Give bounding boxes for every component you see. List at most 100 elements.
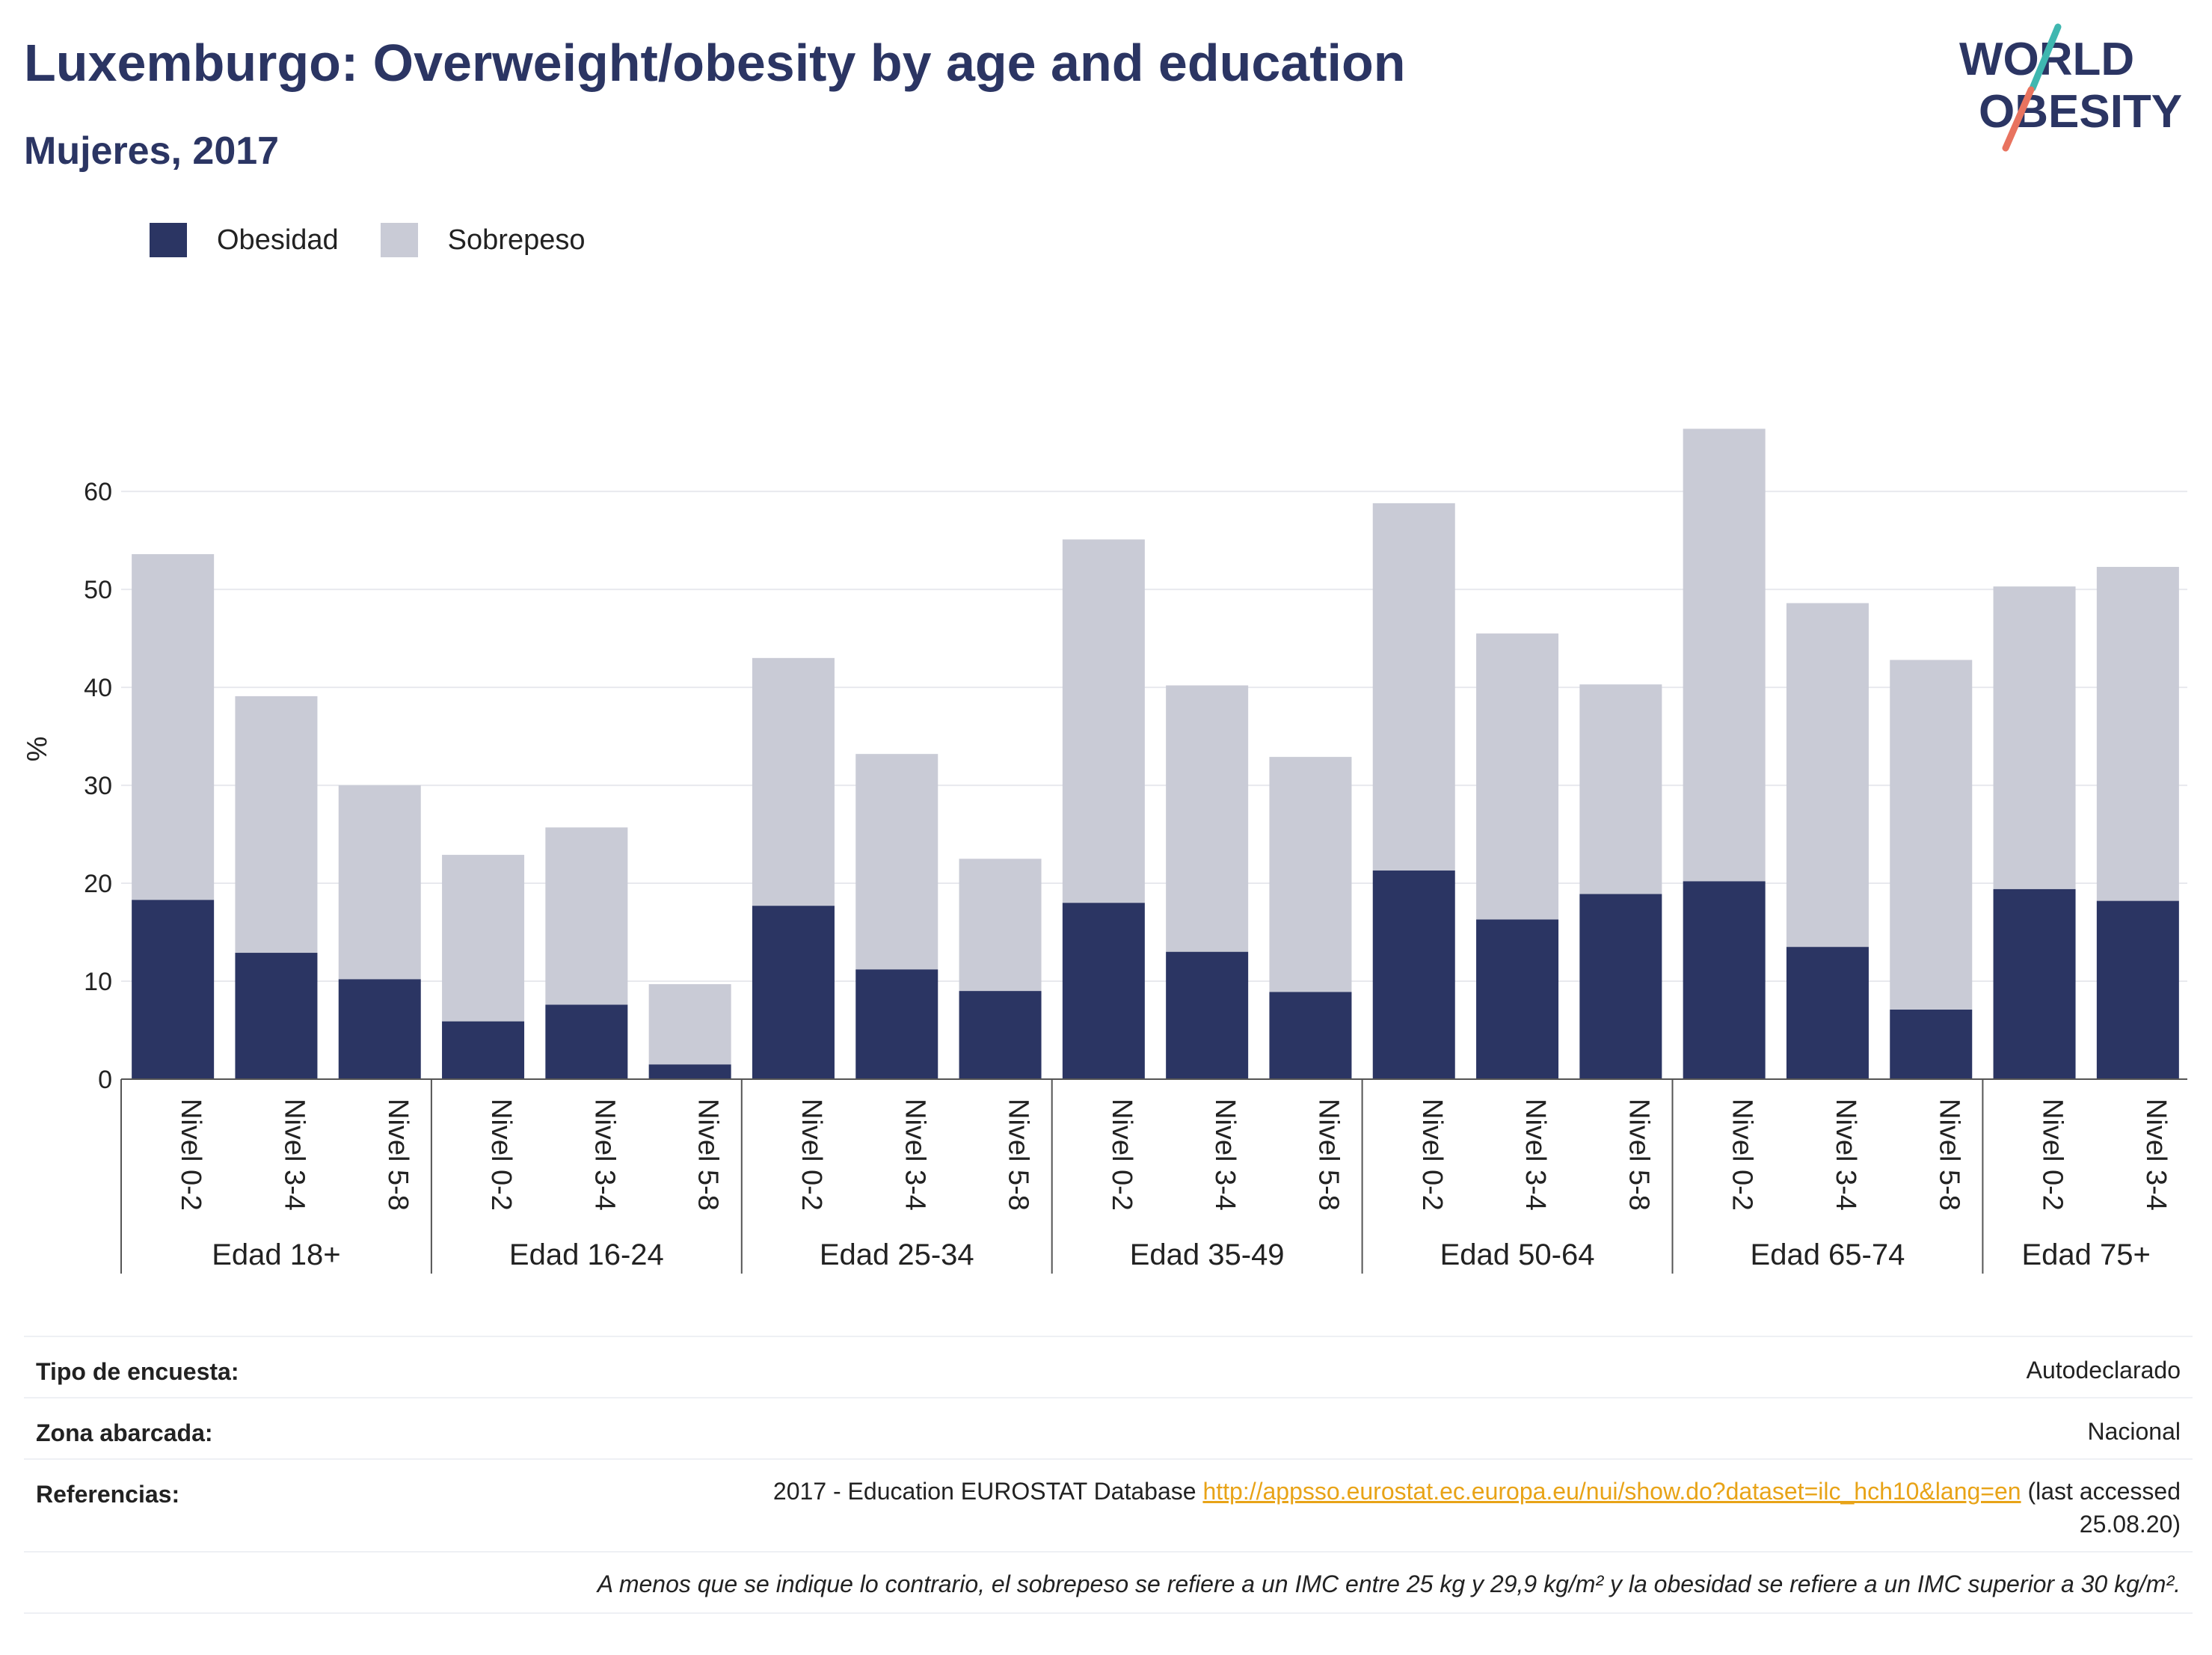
x-tick-label: Nivel 0-2 bbox=[485, 1099, 517, 1211]
bar-obesity bbox=[2096, 900, 2179, 1079]
x-tick-label: Nivel 3-4 bbox=[1209, 1099, 1241, 1211]
group-label: Edad 35-49 bbox=[1130, 1238, 1285, 1271]
group-label: Edad 18+ bbox=[212, 1238, 340, 1271]
bar-obesity bbox=[132, 900, 215, 1079]
bar-obesity bbox=[442, 1021, 525, 1079]
x-tick-label: Nivel 5-8 bbox=[1003, 1099, 1034, 1211]
bar-overweight bbox=[338, 785, 421, 980]
bar-obesity bbox=[752, 906, 835, 1079]
y-tick-label: 30 bbox=[84, 772, 112, 800]
bar-obesity bbox=[1372, 871, 1455, 1079]
bar-obesity bbox=[545, 1004, 628, 1079]
y-tick-label: 10 bbox=[84, 968, 112, 996]
x-tick-label: Nivel 5-8 bbox=[382, 1099, 414, 1211]
chart-title: Luxemburgo: Overweight/obesity by age an… bbox=[24, 34, 1406, 92]
y-tick-label: 50 bbox=[84, 576, 112, 604]
area-value: Nacional bbox=[2087, 1418, 2181, 1445]
survey-type-label: Tipo de encuesta: bbox=[36, 1358, 239, 1385]
bar-overweight bbox=[1890, 660, 1973, 1010]
bar-overweight bbox=[1476, 633, 1559, 920]
references-prefix: 2017 - Education EUROSTAT Database bbox=[772, 1478, 1196, 1505]
info-row-references: Referencias: 2017 - Education EUROSTAT D… bbox=[24, 1458, 2193, 1551]
legend-swatch-overweight bbox=[380, 223, 418, 257]
bar-obesity bbox=[855, 969, 938, 1079]
bar-obesity bbox=[1062, 903, 1145, 1079]
bar-obesity bbox=[1786, 947, 1869, 1079]
logo-slash-teal bbox=[2029, 23, 2062, 92]
references-suffix-1: (last accessed bbox=[2027, 1478, 2181, 1505]
info-row-note: A menos que se indique lo contrario, el … bbox=[24, 1551, 2193, 1614]
references-link[interactable]: http://appsso.eurostat.ec.europa.eu/nui/… bbox=[1202, 1478, 2021, 1505]
bar-obesity bbox=[1476, 919, 1559, 1079]
x-tick-label: Nivel 5-8 bbox=[1312, 1099, 1344, 1211]
bar-overweight bbox=[1372, 503, 1455, 871]
y-tick-label: 60 bbox=[84, 478, 112, 506]
info-row-survey-type: Tipo de encuesta: Autodeclarado bbox=[24, 1336, 2193, 1397]
y-tick-label: 0 bbox=[98, 1066, 112, 1094]
x-tick-label: Nivel 5-8 bbox=[692, 1099, 724, 1211]
legend-label-obesity: Obesidad bbox=[217, 224, 339, 256]
info-table: Tipo de encuesta: Autodeclarado Zona aba… bbox=[24, 1336, 2193, 1620]
survey-type-value: Autodeclarado bbox=[2026, 1357, 2181, 1384]
references-label: Referencias: bbox=[36, 1481, 180, 1508]
references-value: 2017 - Education EUROSTAT Database http:… bbox=[773, 1475, 2181, 1541]
x-tick-label: Nivel 3-4 bbox=[2140, 1099, 2172, 1211]
area-label: Zona abarcada: bbox=[36, 1419, 213, 1446]
chart-subtitle: Mujeres, 2017 bbox=[24, 129, 280, 173]
bar-obesity bbox=[338, 979, 421, 1079]
bar-overweight bbox=[855, 754, 938, 970]
bar-overweight bbox=[959, 859, 1042, 992]
info-row-area: Zona abarcada: Nacional bbox=[24, 1397, 2193, 1458]
bar-overweight bbox=[132, 553, 215, 900]
logo-slash-red bbox=[2002, 86, 2035, 152]
bar-obesity bbox=[1993, 888, 2076, 1079]
bar-overweight bbox=[545, 827, 628, 1005]
legend-label-overweight: Sobrepeso bbox=[447, 224, 586, 256]
group-label: Edad 25-34 bbox=[820, 1238, 974, 1271]
x-tick-label: Nivel 0-2 bbox=[1106, 1099, 1137, 1211]
legend: Obesidad Sobrepeso bbox=[150, 223, 627, 257]
x-tick-label: Nivel 3-4 bbox=[1520, 1099, 1551, 1211]
bar-overweight bbox=[648, 983, 731, 1065]
bar-overweight bbox=[1579, 684, 1662, 894]
legend-swatch-obesity bbox=[150, 223, 187, 257]
bar-overweight bbox=[1786, 603, 1869, 948]
bar-overweight bbox=[2096, 567, 2179, 901]
bar-obesity bbox=[1683, 881, 1766, 1079]
x-tick-label: Nivel 0-2 bbox=[796, 1099, 827, 1211]
references-suffix-2: 25.08.20) bbox=[2079, 1511, 2181, 1538]
world-obesity-logo: WORLD OBESITY bbox=[1959, 23, 2182, 152]
x-tick-label: Nivel 5-8 bbox=[1623, 1099, 1654, 1211]
group-label: Edad 65-74 bbox=[1751, 1238, 1905, 1271]
legend-item-overweight[interactable]: Sobrepeso bbox=[380, 223, 586, 257]
logo-line2: OBESITY bbox=[1979, 86, 2182, 138]
legend-item-obesity[interactable]: Obesidad bbox=[150, 223, 339, 257]
x-tick-label: Nivel 3-4 bbox=[278, 1099, 310, 1211]
x-tick-label: Nivel 3-4 bbox=[1830, 1099, 1861, 1211]
group-label: Edad 75+ bbox=[2022, 1238, 2151, 1271]
bar-overweight bbox=[1993, 586, 2076, 889]
bar-obesity bbox=[959, 991, 1042, 1079]
bar-overweight bbox=[1166, 685, 1249, 952]
x-tick-label: Nivel 3-4 bbox=[589, 1099, 620, 1211]
bar-overweight bbox=[1062, 539, 1145, 903]
bar-obesity bbox=[1579, 894, 1662, 1079]
x-tick-label: Nivel 5-8 bbox=[1933, 1099, 1964, 1211]
group-label: Edad 50-64 bbox=[1440, 1238, 1595, 1271]
bar-obesity bbox=[1166, 951, 1249, 1079]
bar-overweight bbox=[1683, 429, 1766, 882]
y-tick-label: 20 bbox=[84, 870, 112, 898]
bar-obesity bbox=[1890, 1010, 1973, 1079]
x-tick-label: Nivel 3-4 bbox=[899, 1099, 930, 1211]
group-label: Edad 16-24 bbox=[509, 1238, 664, 1271]
x-tick-label: Nivel 0-2 bbox=[2037, 1099, 2068, 1211]
footnote: A menos que se indique lo contrario, el … bbox=[597, 1570, 2181, 1597]
bar-obesity bbox=[648, 1064, 731, 1079]
stacked-bar-chart: 0 10 20 30 40 50 60% Nivel 0-2 Nivel 3-4 Nivel 5-… bbox=[22, 429, 2187, 1274]
bar-overweight bbox=[752, 657, 835, 906]
x-tick-label: Nivel 0-2 bbox=[1727, 1099, 1758, 1211]
x-tick-label: Nivel 0-2 bbox=[175, 1099, 206, 1211]
bar-overweight bbox=[235, 696, 318, 954]
bar-obesity bbox=[1269, 992, 1352, 1079]
x-tick-label: Nivel 0-2 bbox=[1416, 1099, 1448, 1211]
